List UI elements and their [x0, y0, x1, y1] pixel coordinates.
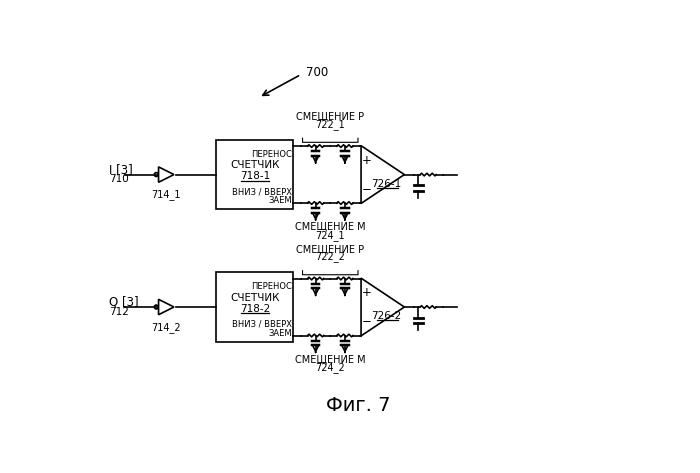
Text: −: −: [361, 183, 372, 195]
Text: 700: 700: [307, 66, 328, 79]
Text: ЗАЕМ: ЗАЕМ: [268, 329, 292, 338]
Text: ЗАЕМ: ЗАЕМ: [268, 196, 292, 205]
Text: ПЕРЕНОС: ПЕРЕНОС: [251, 150, 292, 159]
Text: 712: 712: [109, 307, 129, 316]
Text: Q [3]: Q [3]: [109, 295, 139, 308]
Text: СМЕЩЕНИЕ Р: СМЕЩЕНИЕ Р: [296, 112, 364, 122]
Text: +: +: [361, 154, 372, 166]
Text: ВНИЗ / ВВЕРХ: ВНИЗ / ВВЕРХ: [232, 187, 292, 196]
Text: 718-2: 718-2: [239, 304, 270, 314]
Text: 722_1: 722_1: [316, 119, 345, 130]
Text: 710: 710: [109, 174, 129, 184]
Text: СЧЕТЧИК: СЧЕТЧИК: [230, 293, 279, 303]
Text: ВНИЗ / ВВЕРХ: ВНИЗ / ВВЕРХ: [232, 319, 292, 328]
Text: СМЕЩЕНИЕ Р: СМЕЩЕНИЕ Р: [296, 244, 364, 254]
Text: СМЕЩЕНИЕ М: СМЕЩЕНИЕ М: [295, 354, 365, 364]
Text: 724_1: 724_1: [316, 230, 345, 241]
Text: ПЕРЕНОС: ПЕРЕНОС: [251, 282, 292, 291]
Text: 724_2: 724_2: [316, 362, 345, 373]
Text: 722_2: 722_2: [315, 252, 345, 263]
Text: I [3]: I [3]: [109, 163, 133, 175]
Text: Фиг. 7: Фиг. 7: [326, 396, 391, 415]
Text: СЧЕТЧИК: СЧЕТЧИК: [230, 160, 279, 170]
Text: СМЕЩЕНИЕ М: СМЕЩЕНИЕ М: [295, 221, 365, 232]
Bar: [216, 272, 293, 342]
Text: 714_1: 714_1: [151, 189, 181, 200]
Text: −: −: [361, 315, 372, 328]
Text: 726-2: 726-2: [372, 311, 402, 321]
Text: 726-1: 726-1: [372, 179, 402, 189]
Text: 718-1: 718-1: [239, 171, 270, 181]
Bar: [216, 140, 293, 209]
Text: 714_2: 714_2: [151, 322, 181, 333]
Text: +: +: [361, 286, 372, 299]
